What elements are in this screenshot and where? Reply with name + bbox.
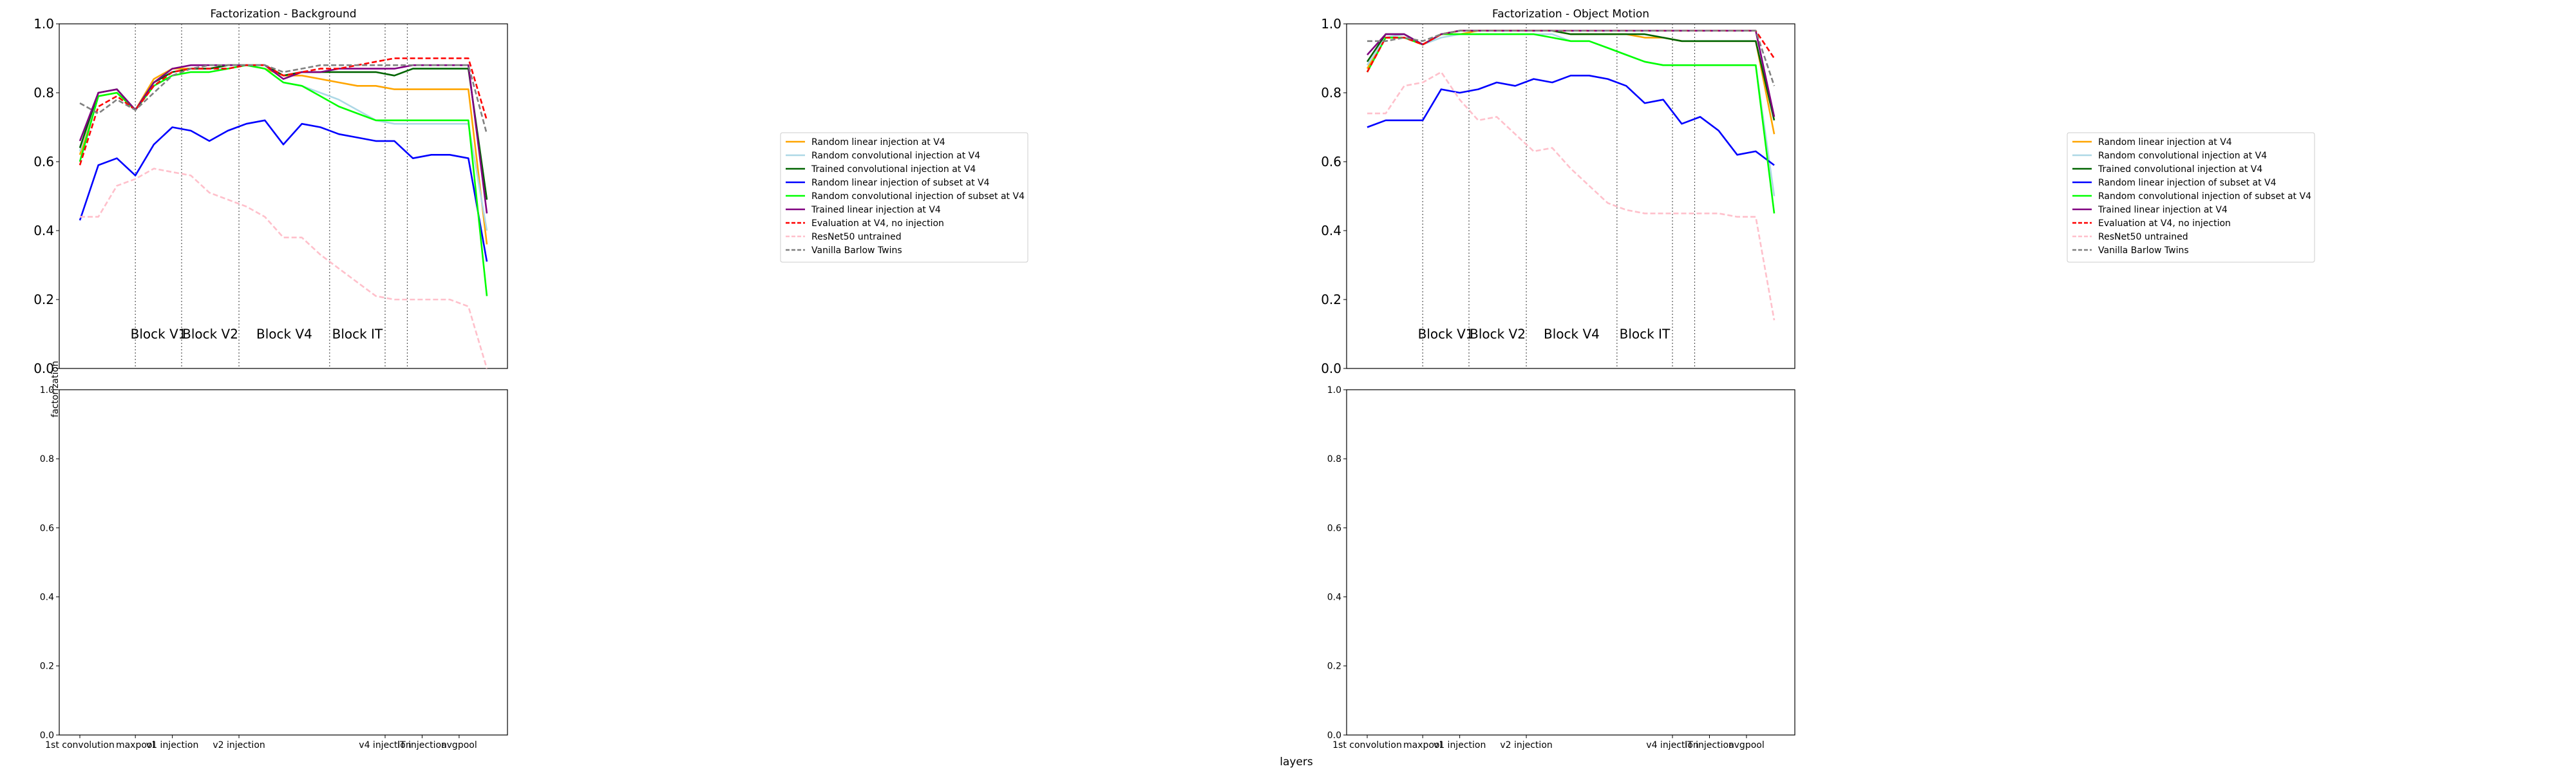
legend-label-0-2: Trained convolutional injection at V4 (811, 164, 976, 175)
y-tick-label-3-4: 0.8 (1327, 454, 1341, 464)
figure-ylabel: factorization (50, 361, 61, 417)
series-line-1-0 (1366, 30, 1776, 135)
legend-label-1-5: Trained linear injection at V4 (2098, 205, 2228, 215)
plot-frame-2 (59, 389, 508, 736)
y-tick-label-1-3: 0.6 (1321, 154, 1341, 169)
series-line-0-5 (79, 64, 488, 214)
block-label-1-2: Block V4 (1544, 327, 1600, 342)
block-label-0-1: Block V2 (182, 327, 238, 342)
x-tick-label-3-3: v2 injection (1500, 740, 1552, 750)
series-line-0-8 (79, 64, 488, 135)
y-tick-label-1-1: 0.2 (1321, 292, 1341, 307)
y-tick-label-3-3: 0.6 (1327, 523, 1341, 533)
y-tick-label-0-3: 0.6 (33, 154, 54, 169)
series-line-0-6 (79, 57, 488, 166)
x-tick-label-2-3: v2 injection (213, 740, 265, 750)
legend-label-0-4: Random convolutional injection of subset… (811, 191, 1025, 202)
chart-title-0: Factorization - Background (210, 8, 356, 21)
x-tick-label-3-4: v4 injection (1646, 740, 1698, 750)
legend-label-1-3: Random linear injection of subset at V4 (2098, 178, 2277, 188)
plot-frame-3 (1346, 389, 1795, 736)
x-tick-label-3-0: 1st convolution (1332, 740, 1402, 750)
legend-label-0-3: Random linear injection of subset at V4 (811, 178, 990, 188)
series-line-0-3 (79, 119, 488, 262)
y-tick-label-0-2: 0.4 (33, 223, 54, 238)
block-label-0-3: Block IT (332, 327, 383, 342)
block-label-1-1: Block V2 (1470, 327, 1526, 342)
plot-frame-0 (59, 23, 508, 369)
y-tick-label-1-0: 0.0 (1321, 361, 1341, 376)
series-line-1-7 (1367, 71, 1776, 321)
y-tick-label-2-3: 0.6 (40, 523, 54, 533)
x-tick-label-2-4: v4 injection (359, 740, 411, 750)
y-tick-label-3-2: 0.4 (1327, 593, 1341, 603)
legend-label-0-7: ResNet50 untrained (811, 232, 902, 242)
y-tick-label-0-5: 1.0 (33, 16, 54, 32)
y-tick-label-2-1: 0.2 (40, 662, 54, 672)
legend-label-1-1: Random convolutional injection at V4 (2098, 151, 2267, 161)
series-line-1-3 (1367, 75, 1775, 166)
y-tick-label-2-4: 0.8 (40, 454, 54, 464)
y-tick-label-2-0: 0.0 (40, 730, 54, 741)
x-tick-label-2-0: 1st convolution (45, 740, 115, 750)
block-label-0-2: Block V4 (256, 327, 312, 342)
legend-label-1-4: Random convolutional injection of subset… (2098, 191, 2311, 202)
series-line-1-8 (1367, 30, 1776, 86)
x-tick-label-2-2: v1 injection (146, 740, 198, 750)
legend-label-0-5: Trained linear injection at V4 (811, 205, 941, 215)
x-tick-label-3-6: avgpool (1728, 740, 1765, 750)
series-line-0-0 (79, 64, 488, 245)
x-tick-label-2-1: maxpool (116, 740, 155, 750)
series-line-0-7 (80, 167, 488, 369)
legend-label-0-8: Vanilla Barlow Twins (811, 245, 902, 256)
x-tick-label-3-2: v1 injection (1434, 740, 1486, 750)
legend-label-0-6: Evaluation at V4, no injection (811, 218, 944, 229)
legend-label-0-1: Random convolutional injection at V4 (811, 151, 980, 161)
legend-label-1-0: Random linear injection at V4 (2098, 137, 2232, 148)
y-tick-label-0-1: 0.2 (33, 292, 54, 307)
block-label-1-0: Block V1 (1418, 327, 1474, 342)
y-tick-label-1-2: 0.4 (1321, 223, 1341, 238)
legend-label-1-6: Evaluation at V4, no injection (2098, 218, 2231, 229)
legend-label-1-7: ResNet50 untrained (2098, 232, 2188, 242)
x-tick-label-2-6: avgpool (441, 740, 477, 750)
legend-label-0-0: Random linear injection at V4 (811, 137, 945, 148)
series-line-1-1 (1366, 33, 1776, 196)
y-tick-label-3-1: 0.2 (1327, 662, 1341, 672)
y-tick-label-3-5: 1.0 (1327, 385, 1341, 396)
series-line-1-5 (1367, 30, 1776, 117)
x-tick-label-3-1: maxpool (1403, 740, 1442, 750)
chart-title-1: Factorization - Object Motion (1492, 8, 1649, 21)
y-tick-label-0-0: 0.0 (33, 361, 54, 376)
series-line-1-4 (1366, 33, 1776, 214)
y-tick-label-1-5: 1.0 (1321, 16, 1341, 32)
x-tick-label-2-5: IT injection (397, 740, 447, 750)
legend-box-0 (780, 132, 1028, 263)
y-tick-label-1-4: 0.8 (1321, 85, 1341, 100)
y-tick-label-2-5: 1.0 (40, 385, 54, 396)
legend-box-1 (2067, 132, 2315, 263)
plot-frame-1 (1346, 23, 1795, 369)
block-label-0-0: Block V1 (131, 327, 187, 342)
figure-xlabel: layers (1280, 756, 1313, 768)
x-tick-label-3-5: IT injection (1685, 740, 1734, 750)
y-tick-label-3-0: 0.0 (1327, 730, 1341, 741)
y-tick-label-0-4: 0.8 (33, 85, 54, 100)
y-tick-label-2-2: 0.4 (40, 593, 54, 603)
series-line-0-2 (79, 64, 488, 200)
legend-label-1-8: Vanilla Barlow Twins (2098, 245, 2189, 256)
block-label-1-3: Block IT (1620, 327, 1671, 342)
legend-label-1-2: Trained convolutional injection at V4 (2098, 164, 2262, 175)
